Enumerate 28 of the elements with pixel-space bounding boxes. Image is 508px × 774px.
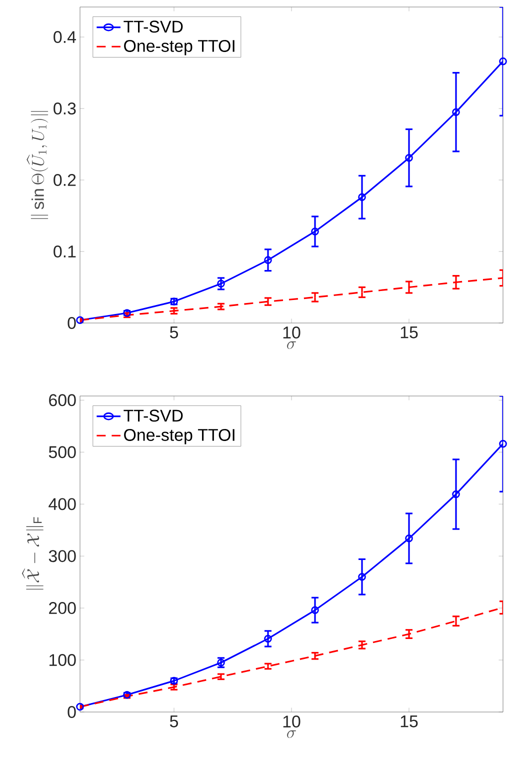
y-tick-label: 500 (48, 446, 76, 458)
legend-label: One-step TTOI (124, 40, 234, 56)
y-tick-label: 0 (68, 706, 76, 718)
point (217, 280, 225, 288)
legend-label: TT-SVD (124, 20, 183, 33)
y-tick-label: 0.1 (54, 246, 76, 258)
x-tick-label: 10 (283, 716, 300, 728)
legend-label: One-step TTOI (124, 428, 234, 444)
x-tick-label: 5 (170, 326, 178, 338)
x-tick-label: 15 (400, 716, 418, 728)
legend-label: TT-SVD (124, 410, 183, 422)
y-tick-label: 100 (50, 654, 76, 666)
y-tick-label: 0.3 (54, 102, 76, 115)
x-tick-label: 15 (400, 326, 418, 338)
x-axis-title: $\sigma$ (287, 341, 296, 349)
y-tick-label: 300 (48, 550, 76, 562)
point (264, 634, 272, 643)
y-tick-label: 200 (49, 602, 76, 614)
y-axis-title: $\|\sin\Theta(\widehat{U}_1,U_1)\|$ (26, 111, 48, 219)
y-tick-label: 0.2 (54, 174, 76, 186)
x-tick-label: 10 (283, 326, 300, 339)
y-tick-label: 0.4 (54, 31, 76, 44)
x-tick-label: 5 (170, 716, 178, 728)
y-tick-label: 400 (48, 498, 76, 510)
x-axis-title: $\sigma$ (287, 730, 296, 738)
y-tick-label: 600 (49, 394, 76, 406)
y-axis-title: $\|\widehat{\mathcal{X}}-\mathcal{X}\|_{\mathrm{F}}$ (22, 517, 44, 590)
y-tick-label: 0 (68, 316, 76, 329)
